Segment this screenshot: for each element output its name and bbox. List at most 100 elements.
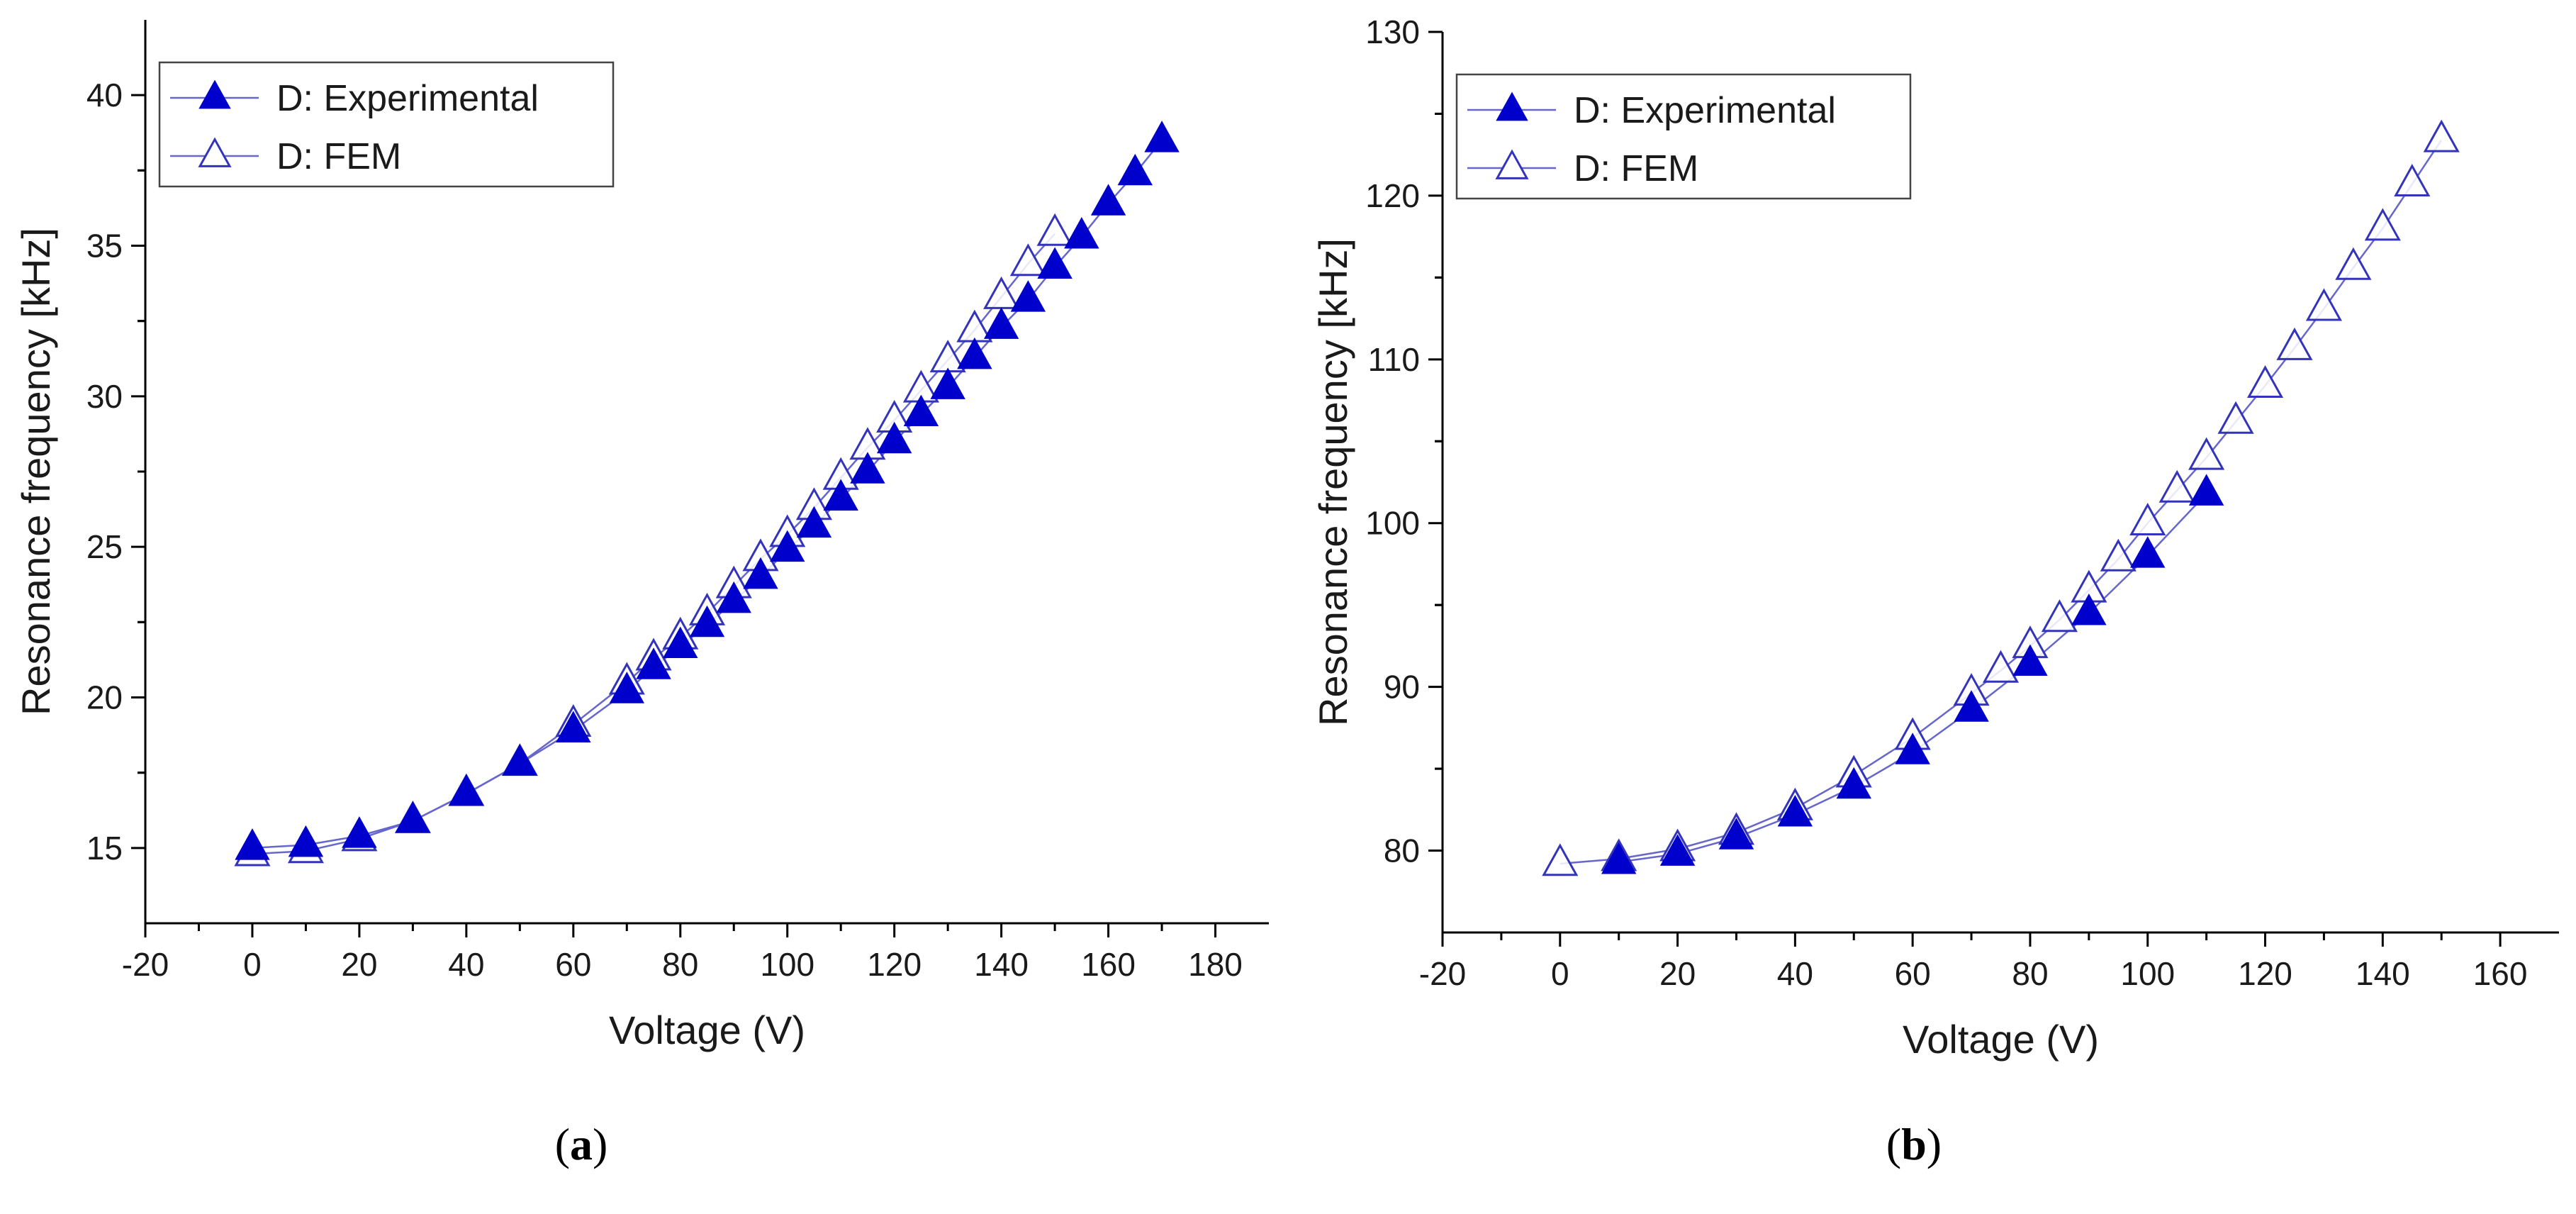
x-tick-label: 160: [1081, 946, 1136, 983]
x-tick-label: -20: [1419, 955, 1466, 992]
fem-point: [2246, 365, 2284, 398]
chart-panel-a: -20 0 20 40 60 80 100 120 140 160 180 15 20 25 30 35 40 V…: [13, 20, 1269, 1052]
chart-panel-b: -20 0 20 40 60 80 100 120 140 160 80 90 100 110 120 130…: [1311, 13, 2559, 1062]
experimental-point: [556, 711, 591, 742]
y-tick-label: 40: [86, 77, 123, 113]
y-tick-label: 120: [1365, 177, 1420, 214]
experimental-point: [823, 479, 858, 511]
x-tick-label: 180: [1188, 946, 1243, 983]
experimental-point: [876, 421, 912, 454]
fem-point: [2305, 288, 2342, 321]
y-tick-label: 20: [86, 679, 123, 716]
experimental-point: [850, 452, 885, 484]
series-line-fem: [1559, 139, 2443, 865]
x-tick-label: 0: [1551, 955, 1569, 992]
experimental-point: [2071, 594, 2107, 625]
x-tick-label: 160: [2473, 955, 2528, 992]
caption-b: (b): [1886, 1119, 1942, 1169]
fem-point: [2394, 163, 2431, 196]
legend-marker: [1496, 91, 1528, 121]
experimental-point: [770, 530, 805, 562]
y-tick-label: 25: [86, 528, 123, 565]
fem-point: [2188, 437, 2225, 470]
x-tick-label: 140: [2356, 955, 2410, 992]
series-line-experimental: [252, 140, 1163, 850]
experimental-point: [1601, 842, 1637, 874]
y-axis-title: Resonance frequency [kHz]: [1311, 238, 1355, 726]
experimental-point: [689, 605, 725, 637]
y-tick-label: 90: [1384, 669, 1420, 706]
experimental-point: [235, 828, 270, 860]
fem-point: [2129, 502, 2166, 535]
fem-point: [1982, 650, 2020, 683]
x-tick-label: 120: [2238, 955, 2292, 992]
x-tick-label: 60: [1895, 955, 1931, 992]
x-tick-label: -20: [122, 946, 169, 983]
experimental-point: [2130, 536, 2166, 568]
y-tick-label: 35: [86, 228, 123, 264]
experimental-point: [796, 506, 832, 538]
experimental-point: [609, 672, 644, 703]
fem-point: [1036, 213, 1073, 246]
fem-point: [2100, 538, 2137, 572]
legend-marker: [198, 137, 232, 167]
fem-point: [1009, 243, 1046, 277]
legend-marker: [198, 79, 231, 109]
x-tick-label: 100: [760, 946, 814, 983]
experimental-point: [1777, 795, 1813, 827]
experimental-point: [2188, 474, 2224, 506]
experimental-point: [1895, 733, 1930, 764]
fem-point: [2158, 469, 2195, 503]
y-tick-label: 110: [1368, 341, 1420, 378]
series-line-fem: [252, 233, 1056, 855]
experimental-point: [342, 816, 377, 848]
experimental-point: [636, 647, 671, 679]
experimental-point: [1144, 121, 1180, 152]
x-tick-label: 0: [243, 946, 262, 983]
x-tick-label: 60: [555, 946, 591, 983]
x-axis-title: Voltage (V): [1903, 1017, 2099, 1062]
experimental-point: [1659, 834, 1696, 866]
experimental-point: [1064, 217, 1099, 249]
legend-label: D: Experimental: [1574, 90, 1836, 131]
legend-box: [158, 61, 615, 188]
experimental-point: [1037, 247, 1073, 279]
fem-point: [1542, 843, 1579, 876]
y-tick-label: 130: [1365, 13, 1420, 50]
y-tick-label: 30: [86, 378, 123, 415]
experimental-point: [716, 581, 751, 613]
experimental-point: [1836, 767, 1871, 799]
experimental-point: [395, 801, 431, 833]
legend-box: [1455, 73, 1912, 200]
experimental-point: [743, 557, 778, 589]
x-tick-label: 40: [448, 946, 484, 983]
fem-point: [2335, 247, 2372, 280]
experimental-point: [930, 367, 965, 399]
x-tick-label: 20: [1659, 955, 1696, 992]
x-tick-label: 80: [2012, 955, 2048, 992]
y-axis-title: Resonance frequency [kHz]: [13, 228, 58, 715]
experimental-point: [663, 626, 698, 659]
x-tick-label: 140: [974, 946, 1029, 983]
legend-label: D: Experimental: [276, 78, 539, 119]
fem-point: [2041, 599, 2078, 633]
caption-a: (a): [555, 1119, 608, 1169]
x-tick-label: 100: [2120, 955, 2175, 992]
experimental-point: [1010, 280, 1046, 312]
x-tick-label: 20: [341, 946, 377, 983]
fem-point: [2217, 401, 2254, 434]
x-tick-label: 80: [662, 946, 698, 983]
x-tick-label: 40: [1777, 955, 1813, 992]
experimental-point: [903, 394, 939, 427]
fem-point: [2423, 119, 2460, 152]
experimental-point: [502, 744, 538, 776]
experimental-point: [957, 337, 992, 369]
experimental-point: [1117, 153, 1153, 186]
y-tick-label: 15: [86, 830, 123, 867]
y-tick-label: 100: [1365, 505, 1420, 542]
x-axis-title: Voltage (V): [609, 1008, 805, 1052]
legend-label: D: FEM: [1574, 148, 1698, 189]
experimental-point: [449, 774, 484, 806]
experimental-point: [1090, 184, 1126, 216]
